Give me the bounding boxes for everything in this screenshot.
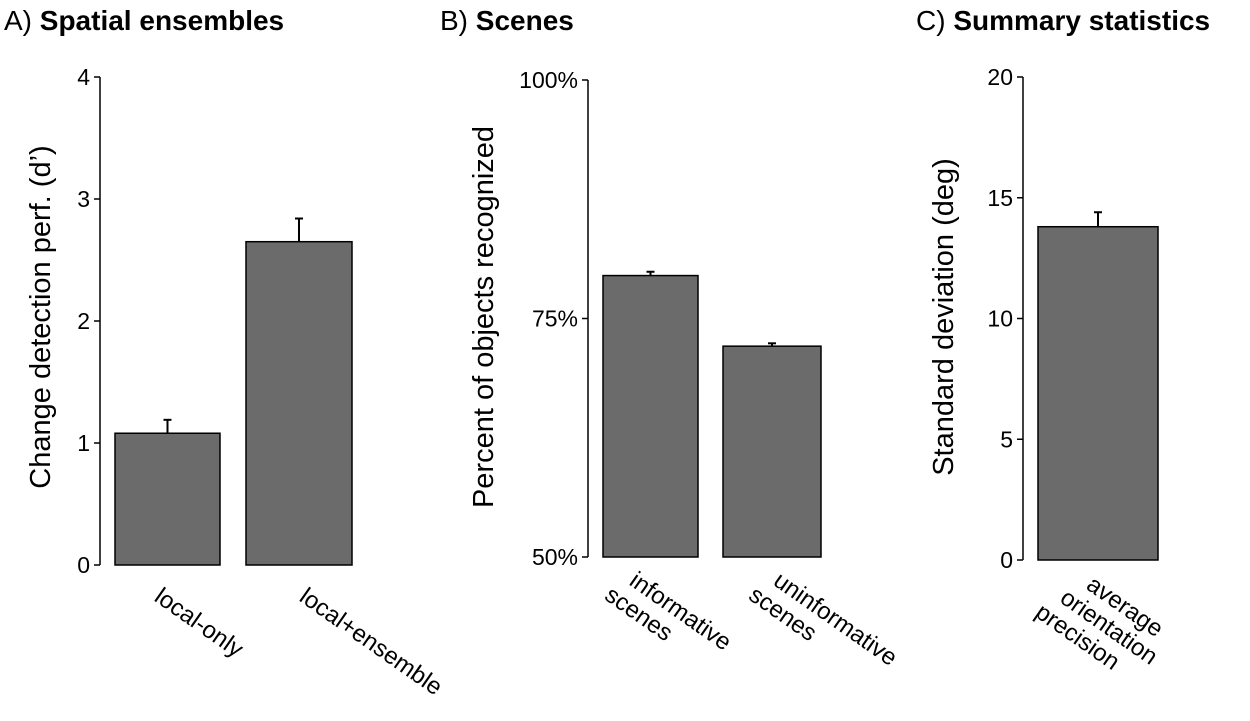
panel-c: C) Summary statistics Standard deviation… — [916, 5, 1210, 696]
bar — [602, 274, 699, 558]
ytick-label: 0 — [1000, 547, 1013, 573]
panel-b-bars — [602, 270, 822, 558]
ytick-label: 15 — [987, 185, 1013, 211]
panel-b-title: B) Scenes — [440, 5, 574, 36]
panel-c-bars — [1037, 211, 1159, 561]
panel-b-category-1: uninformative scenes — [744, 560, 908, 697]
ytick-label: 3 — [77, 186, 90, 212]
panel-b-ylabel: Percent of objects recognized — [468, 126, 500, 508]
panel-a-bars — [114, 217, 353, 566]
ytick-label: 0 — [77, 552, 90, 578]
ytick-label: 4 — [77, 64, 90, 90]
panel-c-yticks: 0 5 10 15 20 — [987, 64, 1023, 573]
panel-b: B) Scenes Percent of objects recognized … — [440, 5, 908, 697]
ytick-label: 5 — [1000, 426, 1013, 452]
ytick-label: 2 — [77, 308, 90, 334]
panel-c-ylabel: Standard deviation (deg) — [928, 158, 960, 476]
panel-c-title: C) Summary statistics — [916, 5, 1210, 36]
bar — [245, 240, 353, 566]
ytick-label: 75% — [532, 306, 578, 332]
panel-a-category-0: local-only — [150, 583, 249, 663]
panel-a: A) Spatial ensembles Change detection pe… — [4, 5, 447, 701]
panel-b-category-0: informative scenes — [600, 560, 742, 681]
panel-b-yticks: 50% 75% 100% — [519, 67, 588, 570]
panel-a-ylabel: Change detection perf. (d’) — [25, 145, 57, 488]
bar — [1037, 225, 1159, 561]
panel-c-category-0: average orientation precision — [1030, 556, 1182, 696]
panel-a-yticks: 0 1 2 3 4 — [77, 64, 100, 578]
ytick-label: 100% — [519, 67, 578, 93]
panel-a-category-1: local+ensemble — [295, 583, 448, 701]
ytick-label: 1 — [77, 430, 90, 456]
bar — [114, 432, 221, 566]
bar — [722, 345, 822, 558]
ytick-label: 20 — [987, 64, 1013, 90]
ytick-label: 10 — [987, 306, 1013, 332]
ytick-label: 50% — [532, 544, 578, 570]
panel-a-title: A) Spatial ensembles — [4, 5, 284, 36]
